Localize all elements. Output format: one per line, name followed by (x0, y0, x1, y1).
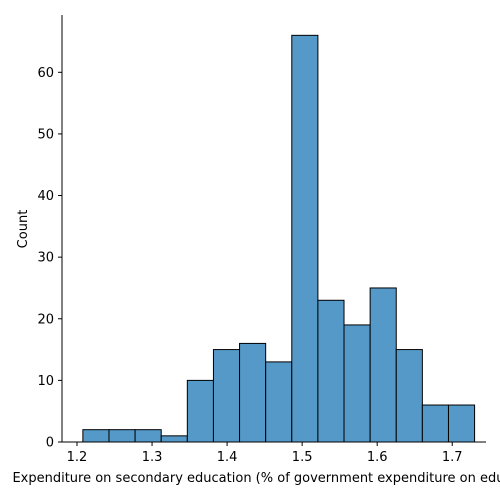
histogram-bar-2 (134, 429, 162, 443)
y-tick-label: 50 (37, 127, 54, 142)
histogram-bar-3 (160, 435, 188, 443)
y-tick-label: 40 (37, 189, 54, 204)
histogram-bar-6 (239, 342, 267, 443)
y-tick-label: 10 (37, 374, 54, 389)
bars-group (82, 34, 476, 443)
histogram-bar-12 (395, 349, 423, 443)
histogram-bar-7 (265, 361, 293, 443)
y-tick-label: 30 (37, 251, 54, 266)
x-tick-label: 1.7 (442, 450, 463, 465)
x-tick-label: 1.2 (67, 450, 88, 465)
x-axis-label: Expenditure on secondary education (% of… (12, 471, 500, 486)
histogram-bar-5 (212, 349, 241, 443)
histogram-bar-9 (317, 299, 345, 443)
x-tick-label: 1.5 (292, 450, 313, 465)
y-tick-label: 20 (37, 312, 54, 327)
x-axis: 1.2 1.3 1.4 1.5 1.6 1.7 (62, 441, 486, 465)
histogram-bar-4 (186, 379, 214, 443)
histogram-bar-10 (343, 324, 371, 443)
histogram-bar-13 (421, 404, 449, 443)
histogram-bar-1 (108, 429, 136, 443)
histogram-bar-0 (82, 429, 110, 443)
y-tick-label: 0 (46, 436, 54, 451)
histogram-bar-11 (369, 287, 397, 443)
x-tick-label: 1.6 (367, 450, 388, 465)
x-tick-label: 1.3 (142, 450, 163, 465)
y-axis: 0 10 20 30 40 50 60 (37, 15, 63, 451)
y-tick-label: 60 (37, 66, 54, 81)
histogram-bar-8 (291, 34, 319, 443)
histogram-bar-14 (447, 404, 476, 443)
y-axis-label: Count (16, 210, 31, 249)
x-tick-label: 1.4 (217, 450, 238, 465)
